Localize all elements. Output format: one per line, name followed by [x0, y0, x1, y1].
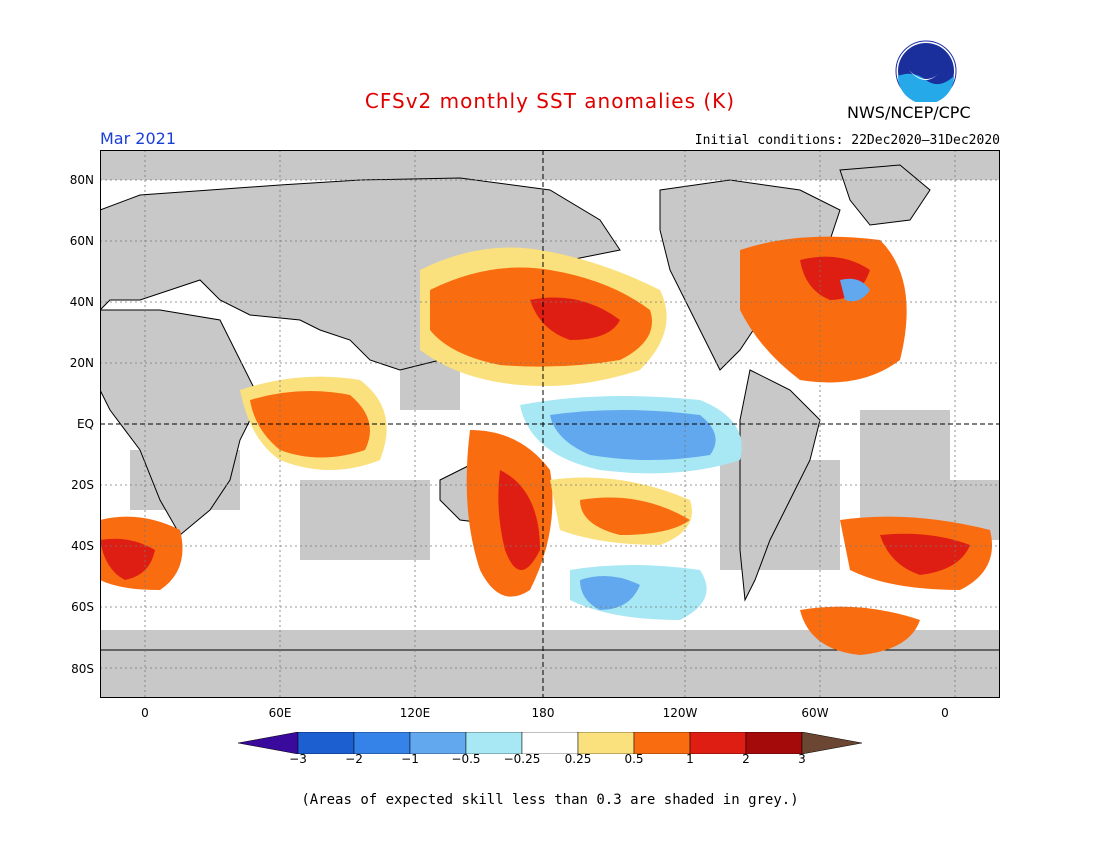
colorbar-label: 0.25 — [564, 752, 592, 766]
colorbar — [238, 732, 862, 754]
agency-label: NWS/NCEP/CPC — [847, 103, 971, 122]
land-masses — [100, 164, 1000, 698]
colorbar-label: −1 — [401, 752, 419, 766]
colorbar-segment — [353, 732, 411, 754]
lon-label-0-east: 0 — [941, 706, 949, 720]
initial-conditions: Initial conditions: 22Dec2020–31Dec2020 — [694, 133, 1000, 148]
cool-anomalies — [520, 278, 870, 620]
colorbar-label: 0.5 — [624, 752, 644, 766]
lat-label-40n: 40N — [69, 295, 94, 309]
lon-label-60w: 60W — [801, 706, 829, 720]
lat-label-80n: 80N — [69, 173, 94, 187]
sst-anomaly-map — [100, 150, 1000, 698]
colorbar-label: −3 — [289, 752, 307, 766]
colorbar-segment — [745, 732, 803, 754]
forecast-month: Mar 2021 — [100, 129, 176, 148]
lon-label-120e: 120E — [399, 706, 431, 720]
colorbar-segment — [409, 732, 467, 754]
lat-label-20s: 20S — [71, 478, 94, 492]
colorbar-segment — [465, 732, 523, 754]
lon-label-120w: 120W — [662, 706, 698, 720]
lon-label-60e: 60E — [268, 706, 292, 720]
lon-label-180: 180 — [531, 706, 555, 720]
colorbar-label: −0.5 — [451, 752, 481, 766]
greenland-land — [839, 164, 931, 226]
skill-footnote: (Areas of expected skill less than 0.3 a… — [301, 792, 799, 808]
reference-lines — [100, 150, 1000, 698]
noaa-logo-icon — [895, 40, 957, 102]
lat-label-20n: 20N — [69, 356, 94, 370]
lon-label-0: 0 — [141, 706, 149, 720]
colorbar-segment — [689, 732, 747, 754]
colorbar-label: −0.25 — [503, 752, 541, 766]
graticule — [100, 150, 1000, 698]
colorbar-label: −2 — [345, 752, 363, 766]
colorbar-label: 3 — [798, 752, 806, 766]
warm-anomalies — [100, 236, 992, 655]
lat-label-40s: 40S — [71, 539, 94, 553]
colorbar-segment — [297, 732, 355, 754]
colorbar-label: 1 — [686, 752, 694, 766]
colorbar-segment — [633, 732, 691, 754]
map-title: CFSv2 monthly SST anomalies (K) — [364, 89, 736, 113]
colorbar-segment — [577, 732, 635, 754]
colorbar-arrow-high — [801, 732, 862, 754]
colorbar-label: 2 — [742, 752, 750, 766]
lat-label-60s: 60S — [71, 600, 94, 614]
africa-land — [100, 309, 261, 536]
colorbar-arrow-low — [238, 732, 299, 754]
antarctica-land — [100, 649, 1000, 698]
lat-label-80s: 80S — [71, 662, 94, 676]
colorbar-segment — [521, 732, 579, 754]
lat-label-eq: EQ — [76, 417, 94, 431]
lat-label-60n: 60N — [69, 234, 94, 248]
